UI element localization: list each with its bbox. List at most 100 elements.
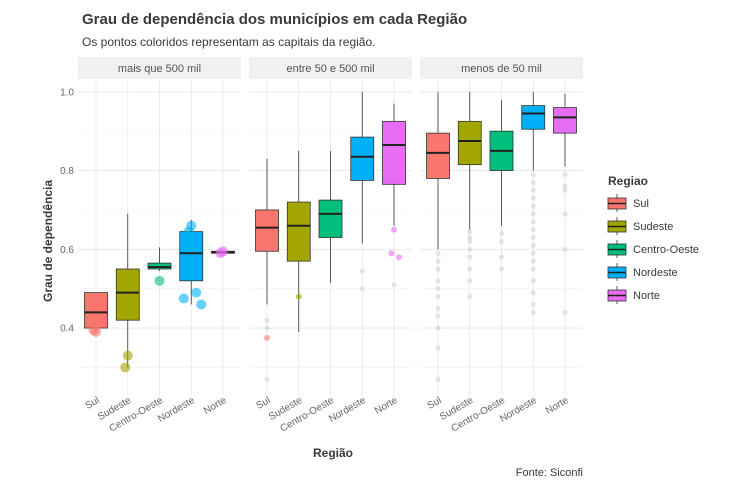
y-tick-label: 0.8 bbox=[60, 166, 74, 177]
outlier-point bbox=[435, 286, 441, 292]
x-tick-label: Nordeste bbox=[327, 395, 368, 425]
x-tick-label: Nordeste bbox=[498, 395, 539, 425]
outlier-point bbox=[467, 246, 473, 252]
box-norte bbox=[553, 107, 577, 134]
outlier-point bbox=[530, 219, 536, 225]
box-sul bbox=[84, 292, 108, 329]
box-norte bbox=[382, 120, 406, 185]
box-sul bbox=[426, 132, 450, 179]
outlier-point bbox=[467, 278, 473, 284]
capital-point bbox=[264, 334, 270, 341]
outlier-point bbox=[467, 234, 473, 241]
outlier-point bbox=[530, 266, 536, 272]
chart-title: Grau de dependência dos municípios em ca… bbox=[82, 11, 467, 28]
box-sudeste bbox=[457, 120, 482, 166]
outlier-point bbox=[467, 293, 473, 300]
outlier-point bbox=[264, 325, 270, 331]
outlier-point bbox=[435, 278, 441, 284]
outlier-point bbox=[264, 376, 270, 382]
outlier-point bbox=[498, 238, 505, 245]
x-tick-label: Sul bbox=[425, 395, 443, 412]
outlier-point bbox=[530, 258, 536, 264]
outlier-point bbox=[435, 293, 441, 300]
outlier-point bbox=[530, 242, 536, 248]
box-sudeste bbox=[115, 268, 140, 321]
outlier-point bbox=[562, 171, 568, 178]
capital-point bbox=[191, 287, 202, 298]
outlier-point bbox=[562, 309, 568, 315]
box-nordeste bbox=[521, 105, 546, 130]
legend-title: Regiao bbox=[608, 174, 648, 188]
capital-point bbox=[391, 226, 397, 233]
legend-label: Sudeste bbox=[633, 221, 673, 233]
outlier-point bbox=[530, 195, 536, 201]
outlier-point bbox=[530, 203, 536, 209]
facet-strip-label: menos de 50 mil bbox=[461, 63, 542, 75]
capital-point bbox=[183, 226, 194, 237]
capital-point bbox=[388, 250, 395, 257]
y-tick-label: 0.4 bbox=[60, 324, 74, 335]
facet-strip-label: entre 50 e 500 mil bbox=[286, 63, 374, 75]
outlier-point bbox=[359, 286, 365, 292]
box-centro-oeste bbox=[318, 199, 343, 238]
plot-layer: mais que 500 milSulSudesteCentro-OesteNo… bbox=[60, 57, 583, 435]
outlier-point bbox=[435, 325, 441, 331]
capital-point bbox=[178, 293, 189, 304]
outlier-point bbox=[467, 228, 473, 235]
x-tick-label: Sul bbox=[254, 395, 272, 412]
outlier-point bbox=[435, 258, 441, 264]
capital-point bbox=[120, 362, 131, 373]
outlier-point bbox=[435, 345, 441, 351]
outlier-point bbox=[562, 246, 568, 252]
outlier-point bbox=[467, 238, 473, 245]
outlier-point bbox=[530, 227, 536, 233]
outlier-point bbox=[391, 282, 397, 288]
outlier-point bbox=[435, 313, 441, 319]
outlier-point bbox=[498, 266, 505, 272]
outlier-point bbox=[530, 179, 536, 185]
facet-strip-label: mais que 500 mil bbox=[118, 63, 201, 75]
y-tick-label: 1.0 bbox=[60, 87, 74, 98]
outlier-point bbox=[530, 278, 536, 284]
legend: Sul Sudeste Centro-Oeste Nordeste Norte bbox=[607, 194, 699, 304]
x-tick-label: Nordeste bbox=[156, 395, 197, 425]
capital-point bbox=[215, 248, 226, 259]
capital-point bbox=[154, 275, 165, 286]
outlier-point bbox=[467, 266, 473, 272]
outlier-point bbox=[435, 266, 441, 272]
x-tick-label: Norte bbox=[373, 395, 400, 417]
facet-strip bbox=[78, 57, 241, 79]
outlier-point bbox=[498, 230, 505, 237]
outlier-point bbox=[435, 250, 441, 256]
legend-label: Norte bbox=[633, 290, 660, 302]
outlier-point bbox=[530, 309, 536, 315]
outlier-point bbox=[562, 187, 568, 193]
chart-subtitle: Os pontos coloridos representam as capit… bbox=[82, 35, 376, 49]
facet-strip bbox=[249, 57, 412, 79]
outlier-point bbox=[264, 317, 270, 323]
box-nordeste bbox=[179, 231, 204, 282]
outlier-point bbox=[530, 250, 536, 256]
legend-label: Centro-Oeste bbox=[633, 244, 699, 256]
outlier-point bbox=[562, 183, 568, 189]
outlier-point bbox=[562, 211, 568, 217]
outlier-point bbox=[435, 376, 441, 382]
outlier-point bbox=[530, 187, 536, 193]
capital-point bbox=[295, 293, 302, 300]
legend-label: Nordeste bbox=[633, 267, 678, 279]
capital-point bbox=[396, 254, 402, 261]
x-axis-title: Região bbox=[313, 446, 353, 460]
outlier-point bbox=[530, 301, 536, 308]
box-sudeste bbox=[286, 201, 311, 262]
legend-label: Sul bbox=[633, 198, 649, 210]
outlier-point bbox=[530, 211, 536, 217]
outlier-point bbox=[530, 234, 536, 241]
facet-strip bbox=[420, 57, 583, 79]
caption: Fonte: Siconfi bbox=[516, 467, 583, 479]
box-nordeste bbox=[350, 136, 375, 181]
y-axis-title: Grau de dependência bbox=[41, 180, 55, 302]
box-sul bbox=[255, 209, 279, 252]
outlier-point bbox=[467, 254, 473, 260]
